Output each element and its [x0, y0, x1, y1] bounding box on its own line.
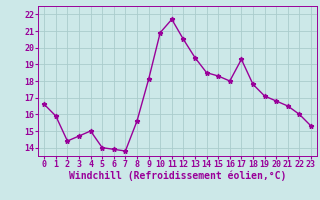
X-axis label: Windchill (Refroidissement éolien,°C): Windchill (Refroidissement éolien,°C) — [69, 171, 286, 181]
